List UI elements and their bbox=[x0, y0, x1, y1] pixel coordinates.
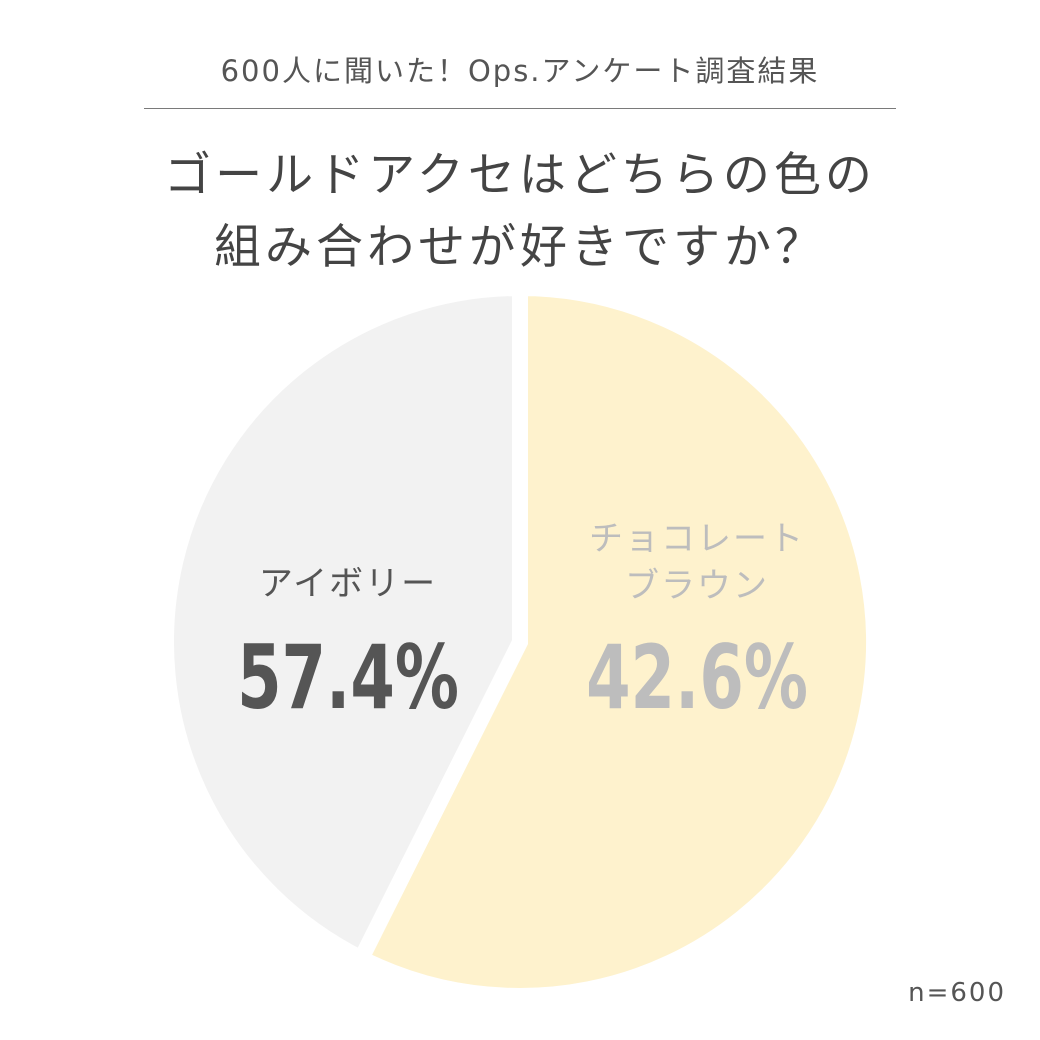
chart-question: ゴールドアクセはどちらの色の 組み合わせが好きですか？ bbox=[0, 140, 1040, 284]
sample-size-note: n=600 bbox=[908, 978, 1006, 1008]
slice-label-2-line-2: ブラウン bbox=[625, 566, 769, 606]
header-divider bbox=[144, 108, 896, 109]
slice-label-1-line-1: アイボリー bbox=[259, 564, 437, 604]
question-line-1: ゴールドアクセはどちらの色の bbox=[164, 148, 876, 203]
slice-value-1: 57.4% bbox=[237, 627, 459, 730]
pie-slice-2 bbox=[158, 279, 528, 970]
slice-label-2-line-1: チョコレート bbox=[589, 519, 805, 559]
slice-value-2: 42.6% bbox=[586, 627, 808, 730]
pie-slice-1 bbox=[350, 279, 882, 1004]
survey-label: 600人に聞いた！Ops.アンケート調査結果 bbox=[220, 54, 820, 88]
question-line-2: 組み合わせが好きですか？ bbox=[214, 220, 826, 275]
